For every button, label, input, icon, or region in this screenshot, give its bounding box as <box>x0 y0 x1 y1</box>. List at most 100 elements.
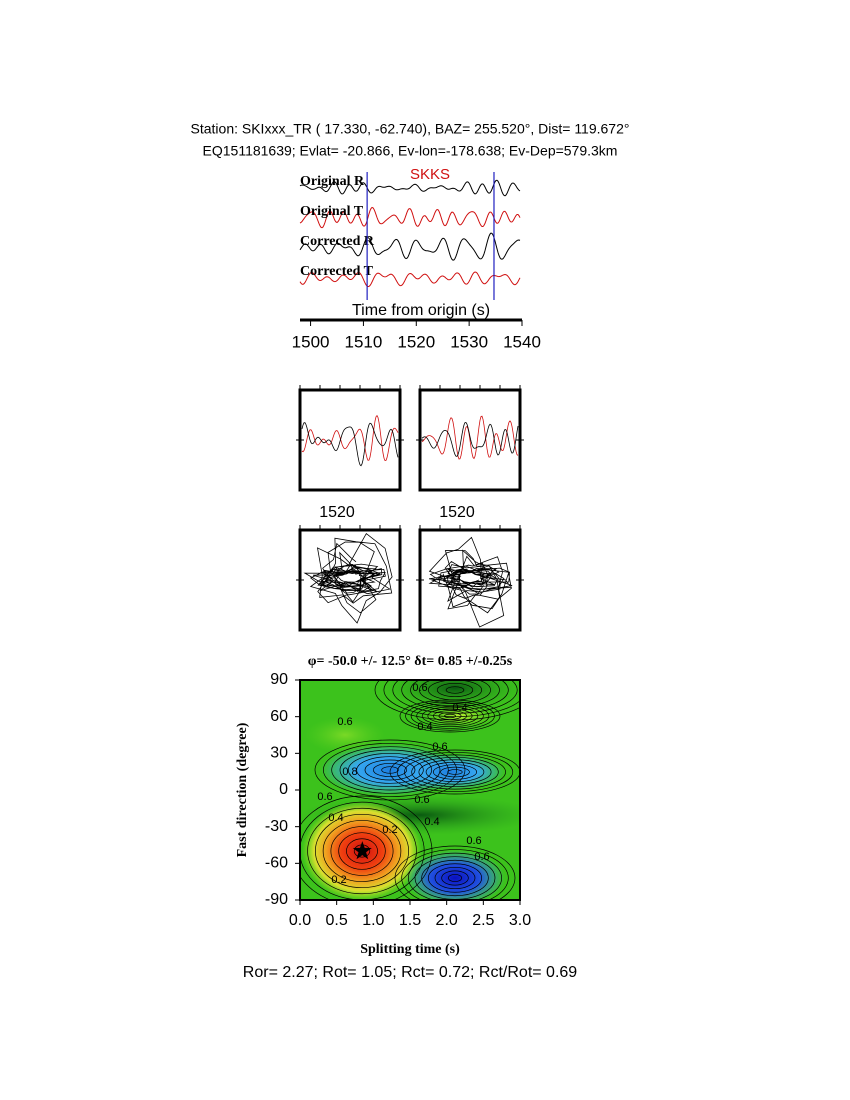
x-tick-label: 1.5 <box>399 912 421 929</box>
y-tick-label: 90 <box>270 671 288 688</box>
trace-label: Original R <box>300 174 365 189</box>
contour <box>396 752 514 792</box>
y-axis-label: Fast direction (degree) <box>235 722 250 857</box>
contour <box>427 708 473 724</box>
contour <box>447 769 463 775</box>
trace <box>299 271 521 288</box>
contour <box>347 752 433 788</box>
contour <box>314 813 410 889</box>
contour <box>399 699 501 733</box>
contour <box>441 870 469 886</box>
contour <box>432 764 478 780</box>
contour <box>346 838 378 864</box>
contour <box>405 701 495 731</box>
particle-motion <box>303 532 393 624</box>
contour <box>401 849 509 900</box>
misfit-map <box>300 680 520 900</box>
header-line: Station: SKIxxx_TR ( 17.330, -62.740), B… <box>191 121 630 137</box>
window-trace <box>421 422 519 457</box>
contour <box>331 746 449 794</box>
x-tick-label: 1520 <box>397 332 435 351</box>
trace-label: Corrected R <box>300 234 375 249</box>
contour <box>372 762 408 778</box>
contour <box>300 795 433 900</box>
contour <box>425 761 485 783</box>
contour-label: 0.4 <box>452 702 467 714</box>
contour <box>330 826 394 876</box>
contour <box>339 749 441 791</box>
contour-label: 0.8 <box>342 766 357 778</box>
x-axis-label: Splitting time (s) <box>360 942 460 957</box>
contour-label: 0.6 <box>474 851 489 863</box>
contour-label: 0.4 <box>328 812 343 824</box>
contour-label: 0.2 <box>331 874 346 886</box>
contour <box>338 832 386 870</box>
contour <box>374 680 520 721</box>
contour <box>307 807 417 895</box>
contour <box>436 682 474 698</box>
contour <box>438 712 462 720</box>
x-axis-label: Time from origin (s) <box>352 302 490 319</box>
contour <box>447 874 463 882</box>
window-tick: 1520 <box>319 504 355 521</box>
contour <box>416 704 484 728</box>
x-tick-label: 1.0 <box>362 912 384 929</box>
contour <box>314 739 466 801</box>
x-tick-label: 0.0 <box>289 912 311 929</box>
contour <box>356 756 424 784</box>
contour <box>411 756 499 788</box>
x-tick-label: 3.0 <box>509 912 531 929</box>
contour <box>389 749 520 795</box>
contour <box>407 852 503 900</box>
trace-label: Corrected T <box>300 264 374 279</box>
contour-label: 0.6 <box>317 791 332 803</box>
contour <box>364 759 416 781</box>
x-tick-label: 2.5 <box>472 912 494 929</box>
contour <box>432 710 468 722</box>
contour <box>427 863 483 893</box>
contour-label: 0.6 <box>414 794 429 806</box>
window-tick: 1520 <box>439 504 475 521</box>
footer: Ror= 2.27; Rot= 1.05; Rct= 0.72; Rct/Rot… <box>243 964 578 981</box>
y-tick-label: -30 <box>265 818 288 835</box>
contour <box>444 713 456 719</box>
phase-label: SKKS <box>410 166 450 183</box>
contour <box>401 680 509 711</box>
trace <box>299 232 521 261</box>
contour-label: 0.4 <box>424 816 439 828</box>
x-tick-label: 1530 <box>450 332 488 351</box>
y-tick-label: 0 <box>279 781 288 798</box>
contour <box>410 680 500 708</box>
y-tick-label: -60 <box>265 855 288 872</box>
y-tick-label: 30 <box>270 745 288 762</box>
trace-label: Original T <box>300 204 364 219</box>
contour-label: 0.4 <box>417 721 432 733</box>
traces <box>299 179 521 288</box>
contour <box>410 703 490 729</box>
best-fit-star <box>352 841 372 860</box>
window-trace <box>421 415 519 460</box>
contour <box>322 820 402 882</box>
contour <box>394 845 516 900</box>
x-tick-label: 1510 <box>345 332 383 351</box>
contour <box>434 866 476 890</box>
x-tick-label: 1540 <box>503 332 541 351</box>
contour <box>440 766 470 778</box>
contour <box>392 680 518 714</box>
contour-label: 0.6 <box>337 716 352 728</box>
contour <box>445 686 465 694</box>
result-title: φ= -50.0 +/- 12.5° δt= 0.85 +/-0.25s <box>308 654 513 669</box>
contour <box>322 742 458 798</box>
trace <box>299 206 521 229</box>
contour-label: 0.6 <box>466 835 481 847</box>
y-tick-label: -90 <box>265 891 288 908</box>
contour <box>404 754 506 790</box>
contour-label: 0.6 <box>432 741 447 753</box>
x-tick-label: 2.0 <box>436 912 458 929</box>
header-line: EQ151181639; Evlat= -20.866, Ev-lon=-178… <box>203 143 618 159</box>
contour-label: 0.6 <box>412 682 427 694</box>
x-tick-label: 1500 <box>292 332 330 351</box>
particle-motion <box>428 536 513 628</box>
contour <box>421 859 489 897</box>
